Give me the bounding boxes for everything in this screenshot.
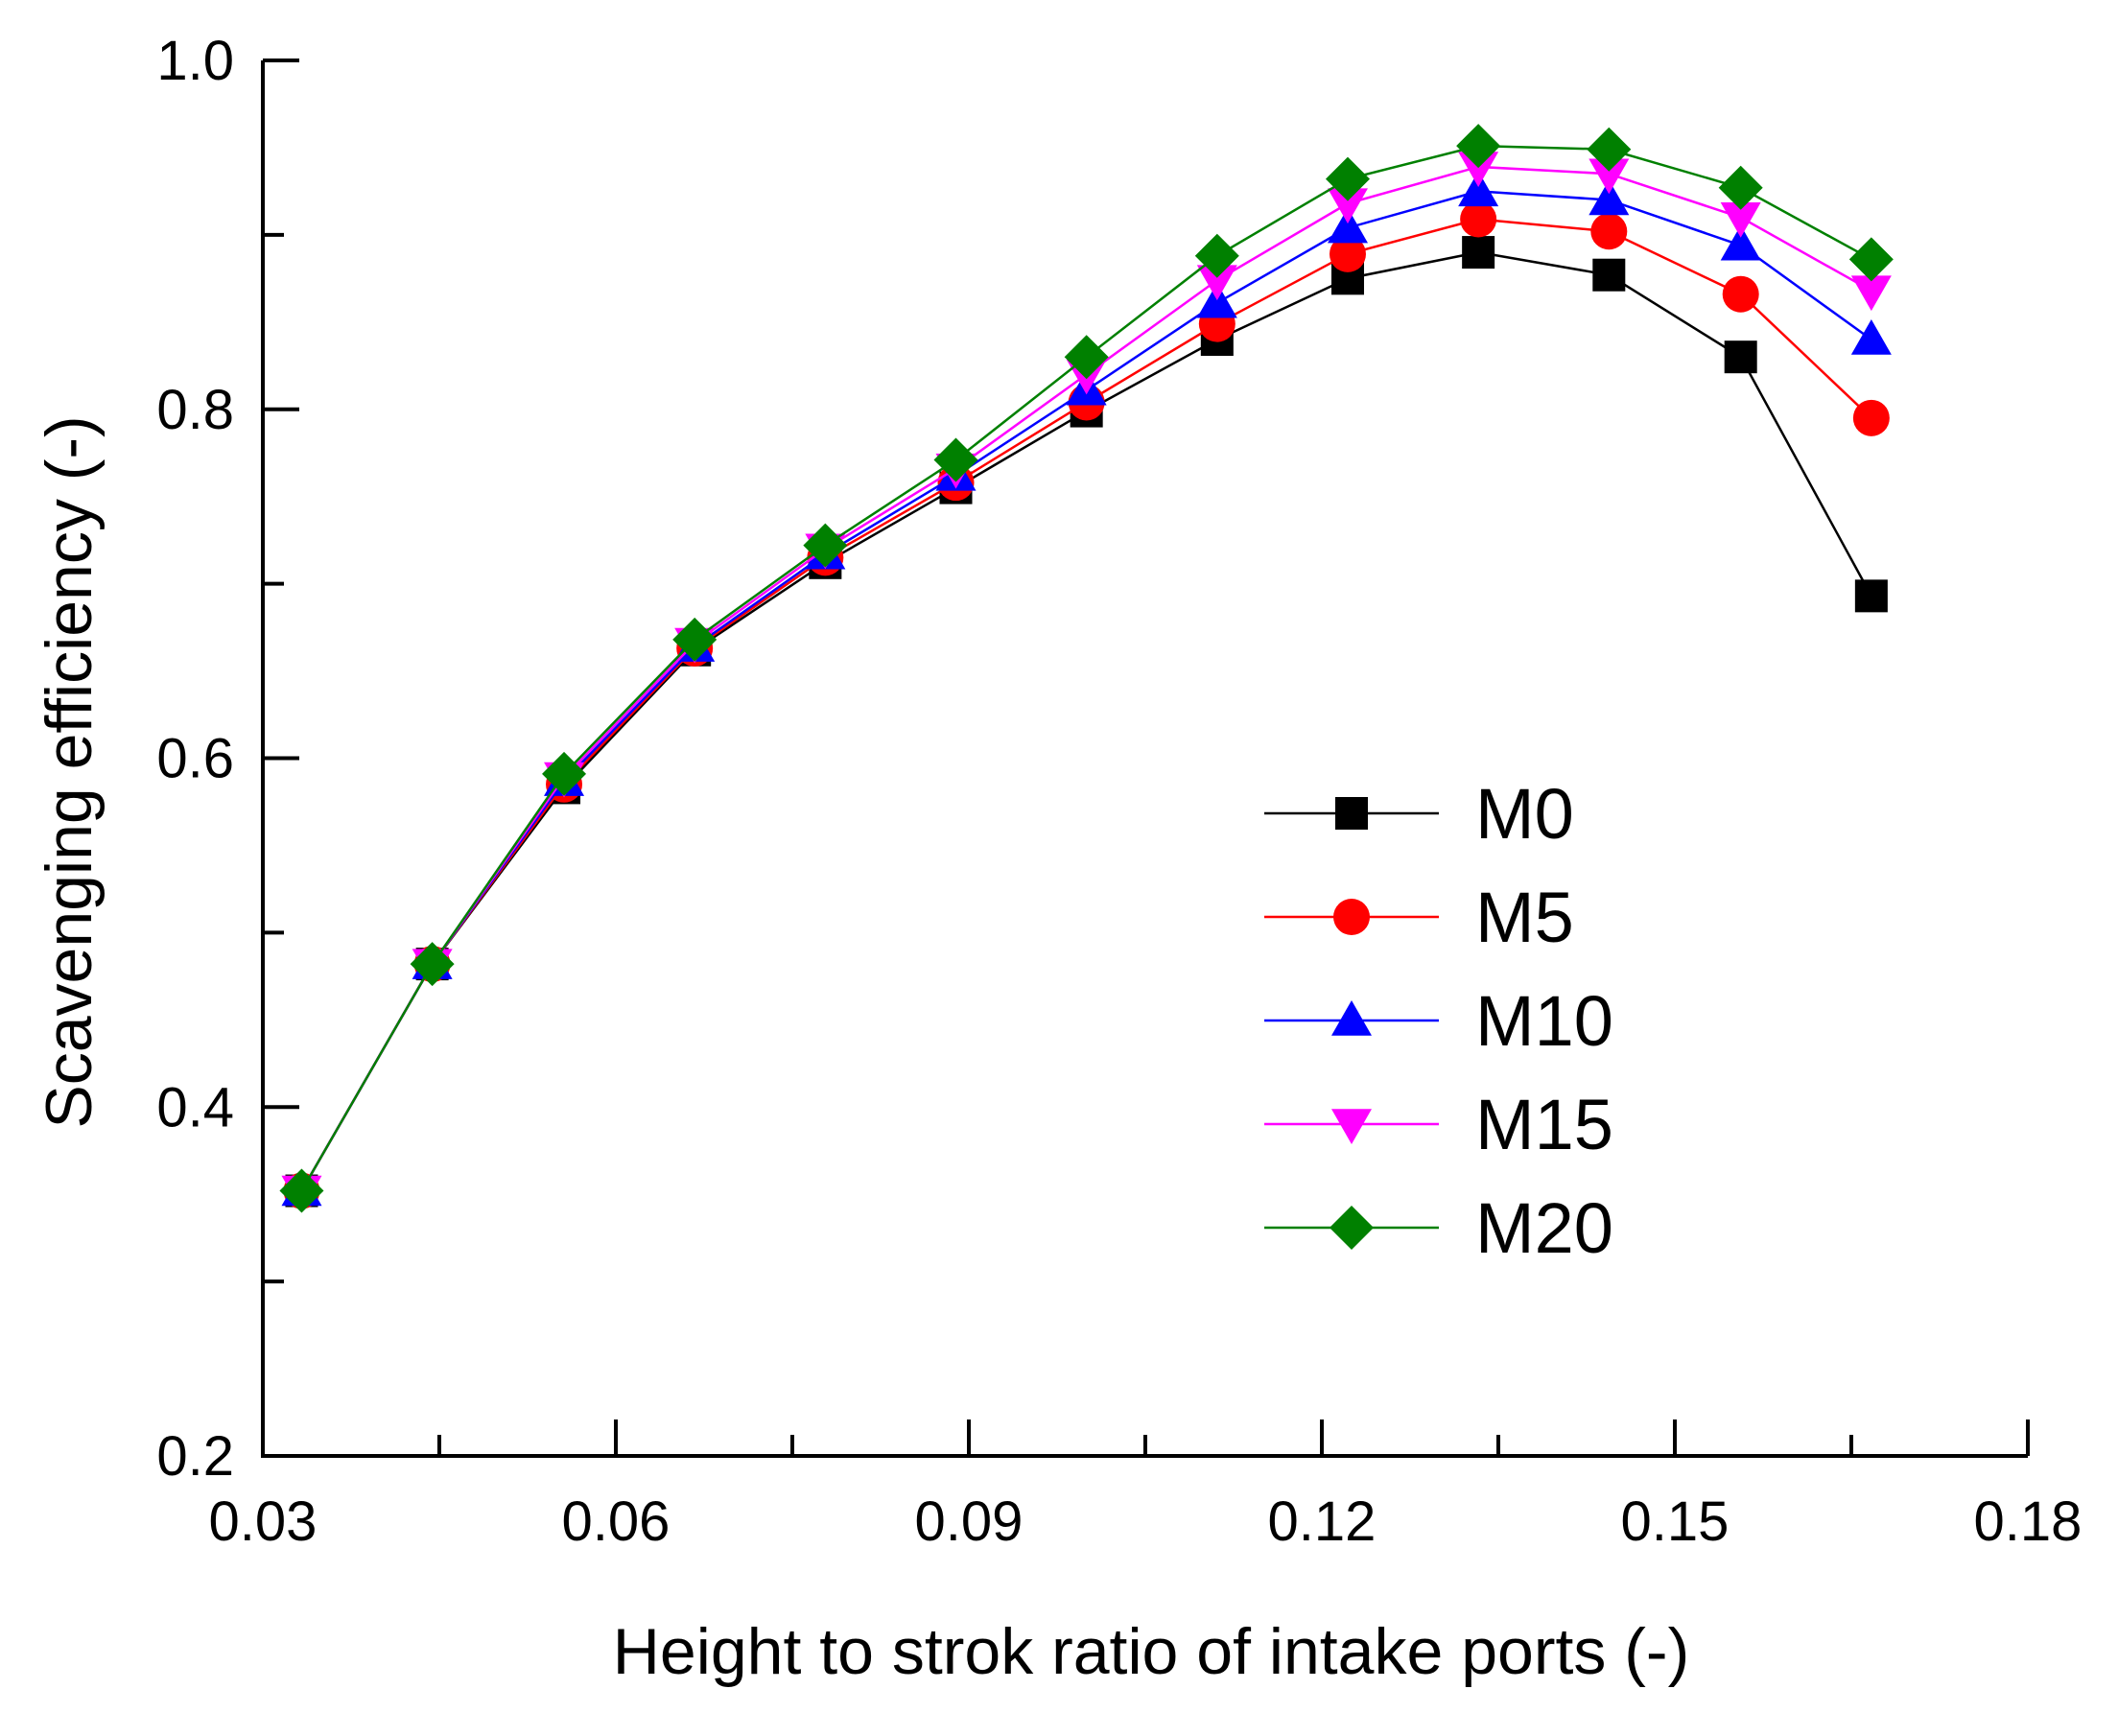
legend-entry-m10: M10 xyxy=(1264,981,1613,1061)
series-layer xyxy=(279,124,1894,1213)
data-point-m10 xyxy=(1720,224,1761,261)
y-tick-label: 0.2 xyxy=(156,1425,234,1488)
data-point-m20 xyxy=(1587,127,1632,172)
data-point-m10 xyxy=(1850,319,1892,355)
y-tick-label: 1.0 xyxy=(156,30,234,92)
data-point-m10 xyxy=(1196,282,1237,318)
x-tick-label: 0.09 xyxy=(915,1490,1024,1553)
legend-marker xyxy=(1330,1206,1374,1250)
series-m15 xyxy=(281,152,1892,1211)
data-point-m15 xyxy=(1720,201,1761,238)
y-tick-label: 0.4 xyxy=(156,1076,234,1138)
legend-label: M15 xyxy=(1475,1085,1613,1164)
data-point-m5 xyxy=(1329,235,1366,272)
data-point-m20 xyxy=(933,437,978,482)
data-point-m20 xyxy=(1064,335,1109,380)
x-tick-label: 0.06 xyxy=(562,1490,671,1553)
series-line-m15 xyxy=(300,165,1872,1192)
legend-entry-m5: M5 xyxy=(1264,878,1574,957)
legend-label: M0 xyxy=(1475,774,1574,854)
data-point-m0 xyxy=(1592,258,1626,292)
data-point-m20 xyxy=(1325,156,1370,201)
data-point-m15 xyxy=(1850,275,1892,312)
data-point-m20 xyxy=(410,942,455,987)
legend-entry-m20: M20 xyxy=(1264,1188,1613,1268)
data-point-m20 xyxy=(1456,124,1501,169)
data-point-m20 xyxy=(803,523,848,568)
legend-entry-m0: M0 xyxy=(1264,774,1574,854)
data-point-m15 xyxy=(1588,158,1630,195)
data-point-m15 xyxy=(1196,265,1237,301)
data-point-m20 xyxy=(279,1168,324,1213)
data-point-m10 xyxy=(1588,179,1630,216)
data-point-m10 xyxy=(1327,207,1368,244)
legend-entry-m15: M15 xyxy=(1264,1085,1613,1164)
y-axis-title: Scavenging efficiency (-) xyxy=(33,415,106,1128)
data-point-m20 xyxy=(1848,237,1894,282)
legend-marker xyxy=(1331,1000,1372,1036)
data-point-m5 xyxy=(1590,213,1628,250)
x-tick-label: 0.15 xyxy=(1621,1490,1730,1553)
legend: M0 M5 M10 M15 M20 xyxy=(1264,774,1613,1268)
data-point-m0 xyxy=(1724,340,1757,374)
data-point-m5 xyxy=(1460,200,1497,238)
data-point-m15 xyxy=(1327,188,1368,224)
series-line-m20 xyxy=(300,144,1872,1192)
legend-marker xyxy=(1333,899,1370,935)
legend-marker xyxy=(1335,797,1368,830)
data-point-m5 xyxy=(1852,399,1890,436)
legend-marker xyxy=(1331,1109,1372,1144)
x-axis-title: Height to strok ratio of intake ports (-… xyxy=(613,1615,1689,1688)
data-point-m15 xyxy=(1458,152,1499,187)
x-tick-label: 0.18 xyxy=(1974,1490,2083,1553)
series-m20 xyxy=(279,124,1894,1213)
data-point-m20 xyxy=(1194,233,1239,278)
data-point-m10 xyxy=(1458,171,1499,207)
legend-label: M10 xyxy=(1475,981,1613,1061)
data-point-m0 xyxy=(1854,579,1888,613)
legend-label: M5 xyxy=(1475,878,1574,957)
data-point-m20 xyxy=(542,751,587,796)
axes: 0.03 0.06 0.09 0.12 0.15 0.18 0.2 0.4 0.6 0.8 1.0 xyxy=(156,30,2082,1553)
data-point-m5 xyxy=(1722,275,1759,313)
data-point-m0 xyxy=(1462,236,1495,270)
series-m10 xyxy=(281,171,1892,1207)
data-point-m20 xyxy=(672,617,718,662)
y-tick-label: 0.6 xyxy=(156,728,234,790)
x-tick-label: 0.12 xyxy=(1268,1490,1377,1553)
y-tick-label: 0.8 xyxy=(156,379,234,441)
x-tick-label: 0.03 xyxy=(209,1490,318,1553)
data-point-m20 xyxy=(1718,165,1763,210)
legend-label: M20 xyxy=(1475,1188,1613,1268)
